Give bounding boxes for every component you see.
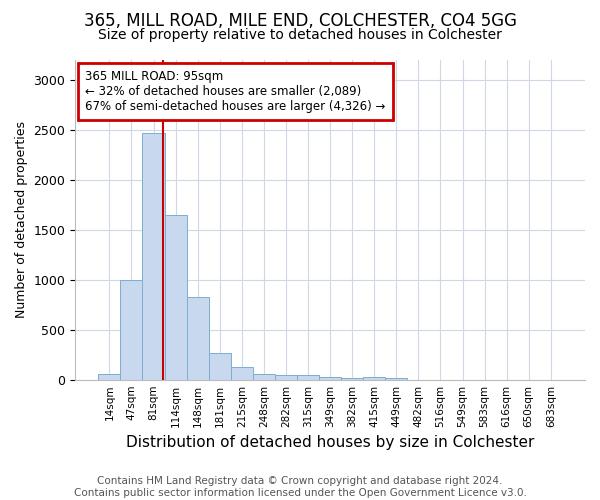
Bar [297, 375, 319, 380]
Text: 365 MILL ROAD: 95sqm
← 32% of detached houses are smaller (2,089)
67% of semi-de: 365 MILL ROAD: 95sqm ← 32% of detached h… [85, 70, 386, 112]
Text: Contains HM Land Registry data © Crown copyright and database right 2024.
Contai: Contains HM Land Registry data © Crown c… [74, 476, 526, 498]
X-axis label: Distribution of detached houses by size in Colchester: Distribution of detached houses by size … [126, 435, 534, 450]
Bar [187, 297, 209, 380]
Bar [275, 374, 297, 380]
Bar [98, 374, 121, 380]
Text: Size of property relative to detached houses in Colchester: Size of property relative to detached ho… [98, 28, 502, 42]
Bar [209, 352, 231, 380]
Bar [319, 376, 341, 380]
Bar [121, 280, 142, 380]
Bar [142, 133, 164, 380]
Bar [231, 366, 253, 380]
Bar [253, 374, 275, 380]
Y-axis label: Number of detached properties: Number of detached properties [15, 122, 28, 318]
Text: 365, MILL ROAD, MILE END, COLCHESTER, CO4 5GG: 365, MILL ROAD, MILE END, COLCHESTER, CO… [83, 12, 517, 30]
Bar [341, 378, 363, 380]
Bar [363, 377, 385, 380]
Bar [164, 215, 187, 380]
Bar [385, 378, 407, 380]
